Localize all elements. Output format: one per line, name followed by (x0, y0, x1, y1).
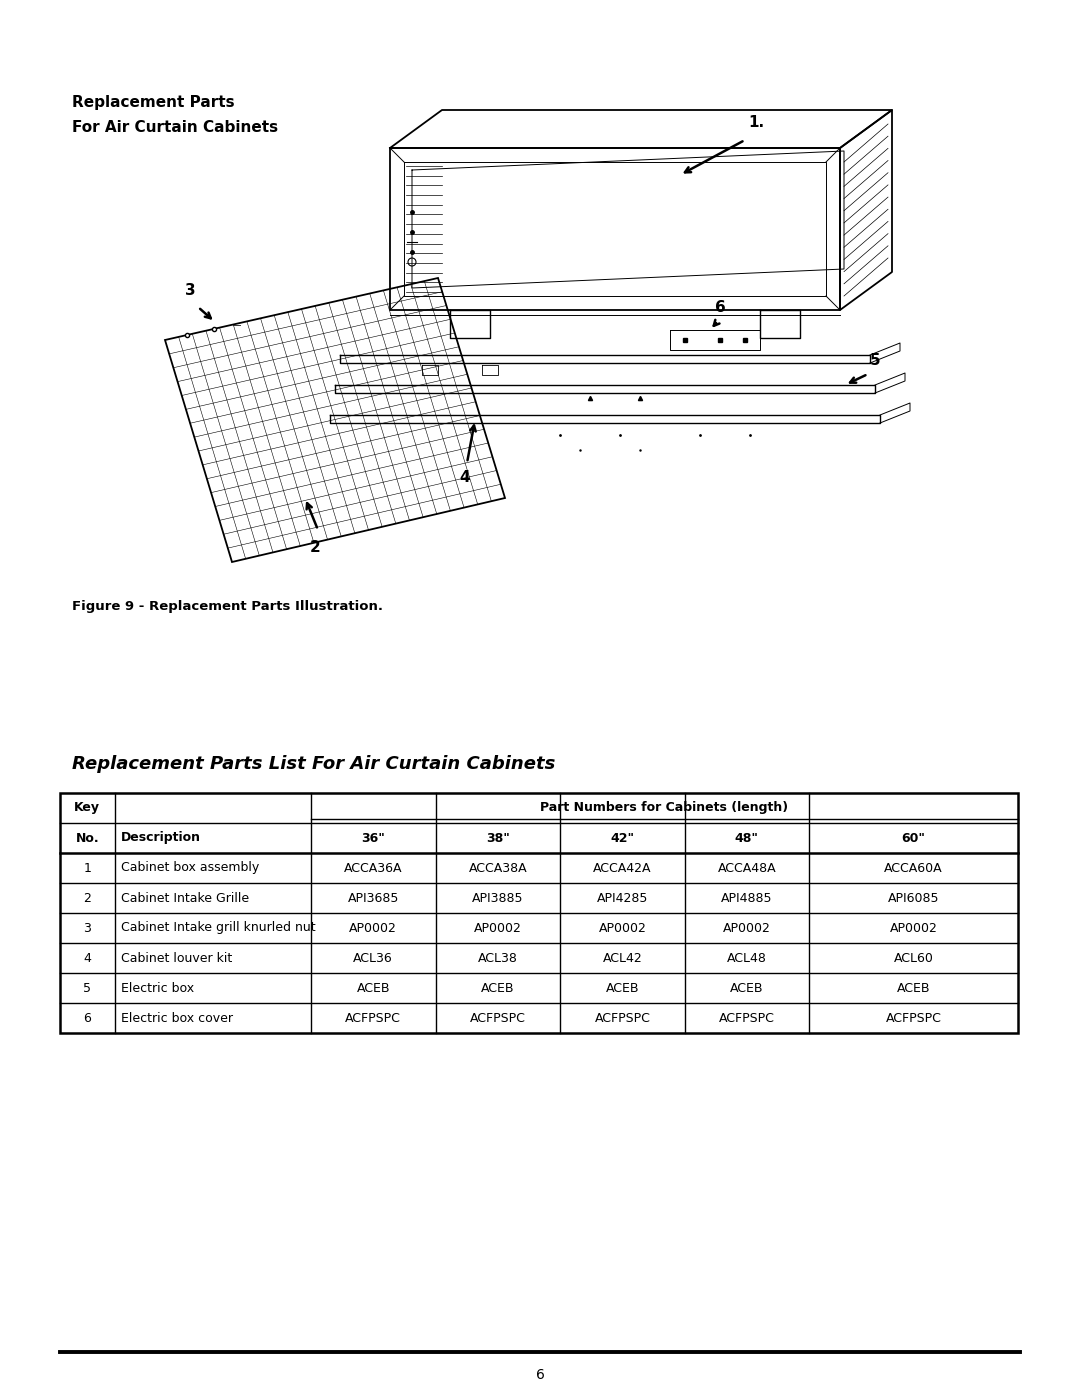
Text: Description: Description (121, 831, 201, 845)
Text: ACCA42A: ACCA42A (593, 862, 651, 875)
Text: API3885: API3885 (472, 891, 524, 904)
Text: 4: 4 (460, 469, 470, 485)
Text: ACFPSPC: ACFPSPC (719, 1011, 774, 1024)
Text: ACFPSPC: ACFPSPC (346, 1011, 401, 1024)
Text: AP0002: AP0002 (890, 922, 937, 935)
Text: API4885: API4885 (721, 891, 772, 904)
Text: ACEB: ACEB (606, 982, 639, 995)
Text: Figure 9 - Replacement Parts Illustration.: Figure 9 - Replacement Parts Illustratio… (72, 599, 383, 613)
Text: ACL42: ACL42 (603, 951, 643, 964)
Text: 6: 6 (83, 1011, 91, 1024)
Text: Electric box: Electric box (121, 982, 193, 995)
Text: ACCA60A: ACCA60A (885, 862, 943, 875)
Text: AP0002: AP0002 (349, 922, 397, 935)
Text: Replacement Parts List For Air Curtain Cabinets: Replacement Parts List For Air Curtain C… (72, 754, 555, 773)
Text: 1: 1 (83, 862, 91, 875)
Text: Cabinet Intake Grille: Cabinet Intake Grille (121, 891, 248, 904)
Text: ACL38: ACL38 (477, 951, 517, 964)
Text: ACL48: ACL48 (727, 951, 767, 964)
Text: 1.: 1. (748, 115, 765, 130)
Text: 3: 3 (83, 922, 91, 935)
Text: Cabinet box assembly: Cabinet box assembly (121, 862, 259, 875)
Text: Part Numbers for Cabinets (length): Part Numbers for Cabinets (length) (540, 802, 788, 814)
Text: 6: 6 (715, 300, 726, 314)
Text: Cabinet louver kit: Cabinet louver kit (121, 951, 232, 964)
Text: ACEB: ACEB (356, 982, 390, 995)
Text: ACFPSPC: ACFPSPC (594, 1011, 650, 1024)
Text: ACCA48A: ACCA48A (717, 862, 777, 875)
Text: 38": 38" (486, 831, 510, 845)
Text: —: — (232, 321, 241, 330)
Text: Replacement Parts: Replacement Parts (72, 95, 234, 110)
Text: 6: 6 (536, 1368, 544, 1382)
Text: AP0002: AP0002 (723, 922, 771, 935)
Bar (60, 793, 1018, 1032)
Text: No.: No. (76, 831, 99, 845)
Text: 4: 4 (83, 951, 91, 964)
Text: ACEB: ACEB (481, 982, 514, 995)
Text: ACL36: ACL36 (353, 951, 393, 964)
Text: Key: Key (75, 802, 100, 814)
Text: 60": 60" (902, 831, 926, 845)
Text: 5: 5 (870, 353, 880, 367)
Text: ACFPSPC: ACFPSPC (886, 1011, 942, 1024)
Text: ACL60: ACL60 (893, 951, 933, 964)
Text: ACEB: ACEB (730, 982, 764, 995)
Text: API3685: API3685 (348, 891, 399, 904)
Text: ACCA36A: ACCA36A (345, 862, 403, 875)
Text: 42": 42" (610, 831, 634, 845)
Text: 36": 36" (362, 831, 386, 845)
Text: AP0002: AP0002 (474, 922, 522, 935)
Text: ACEB: ACEB (896, 982, 930, 995)
Text: Electric box cover: Electric box cover (121, 1011, 232, 1024)
Text: 2: 2 (83, 891, 91, 904)
Text: 48": 48" (734, 831, 759, 845)
Text: AP0002: AP0002 (598, 922, 646, 935)
Text: Cabinet Intake grill knurled nut: Cabinet Intake grill knurled nut (121, 922, 315, 935)
Text: 3: 3 (185, 284, 195, 298)
Text: API6085: API6085 (888, 891, 940, 904)
Text: ACCA38A: ACCA38A (469, 862, 527, 875)
Text: 5: 5 (83, 982, 92, 995)
Text: API4285: API4285 (596, 891, 648, 904)
Text: ACFPSPC: ACFPSPC (470, 1011, 526, 1024)
Text: 2: 2 (310, 541, 321, 555)
Text: For Air Curtain Cabinets: For Air Curtain Cabinets (72, 120, 279, 136)
